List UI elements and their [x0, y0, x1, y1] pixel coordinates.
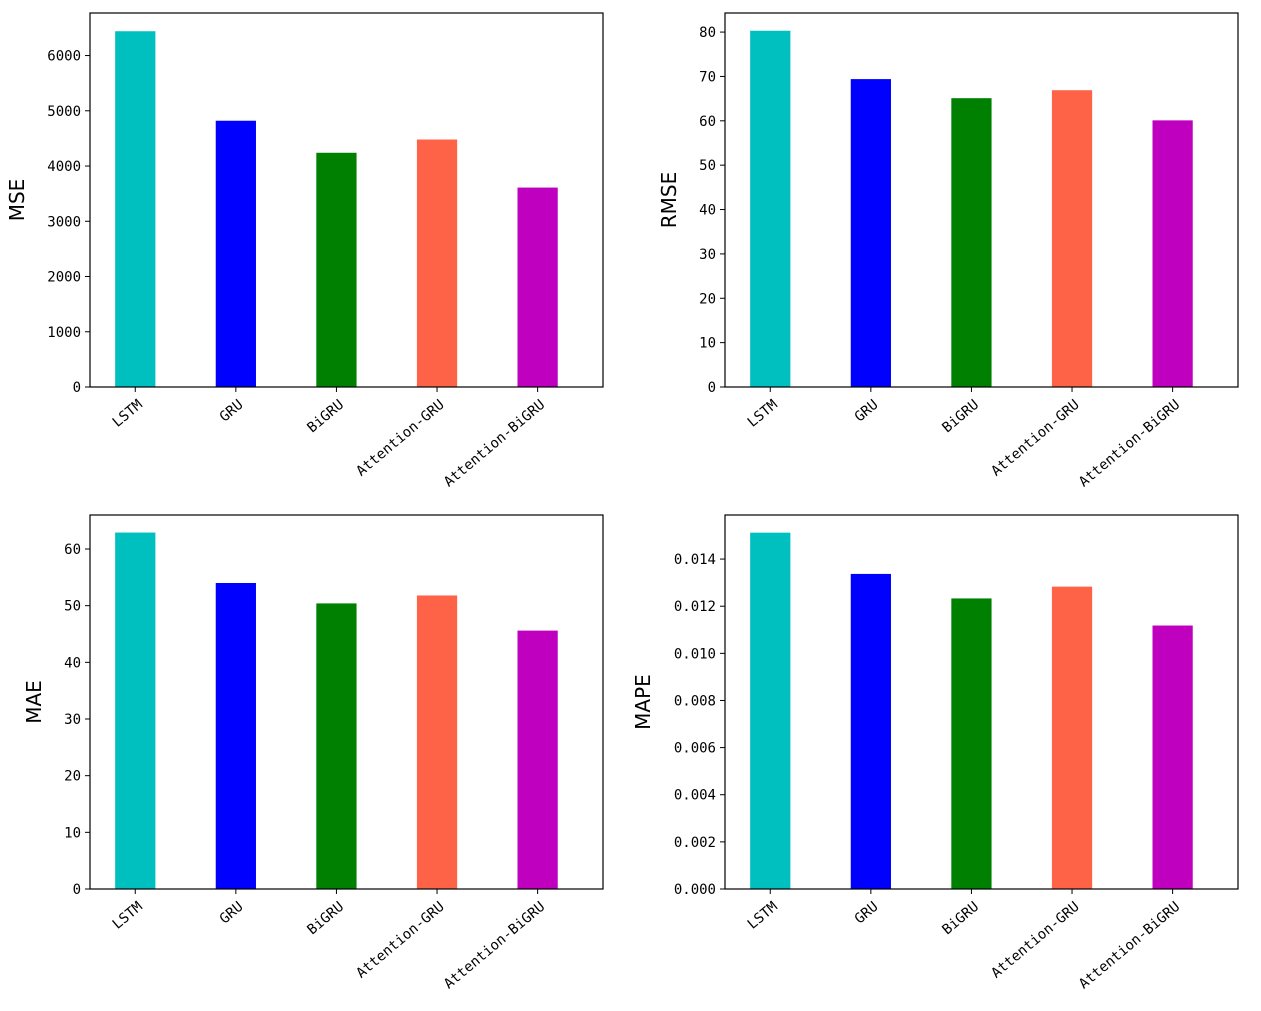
- mape-ytick-label: 0.008: [674, 693, 716, 709]
- mape-ytick-label: 0.002: [674, 835, 716, 851]
- rmse-bar-attention-bigru: [1152, 120, 1193, 388]
- rmse-bar-bigru: [951, 98, 992, 388]
- mse-ytick-label: 1000: [47, 325, 81, 341]
- rmse-ytick-label: 10: [699, 336, 716, 352]
- rmse-ytick-label: 0: [708, 380, 716, 396]
- mae-bar-lstm: [115, 532, 156, 889]
- mse-bar-bigru: [316, 152, 357, 387]
- mape-ytick-label: 0.006: [674, 741, 716, 757]
- mae-ylabel: MAE: [22, 680, 46, 724]
- rmse-ytick-label: 80: [699, 25, 716, 41]
- mape-ytick-label: 0.010: [674, 646, 716, 662]
- mape-ytick-label: 0.012: [674, 599, 716, 615]
- mse-axes-frame: [89, 12, 604, 388]
- rmse-ytick-label: 50: [699, 158, 716, 174]
- mae-ytick-label: 50: [64, 599, 81, 615]
- mae-ytick-label: 0: [73, 882, 81, 898]
- mse-ytick-label: 3000: [47, 214, 81, 230]
- mse-bar-lstm: [115, 31, 156, 387]
- rmse-bar-lstm: [750, 30, 791, 387]
- mae-bar-gru: [215, 583, 256, 889]
- mae-bar-attention-gru: [416, 595, 458, 889]
- mse-ytick-label: 4000: [47, 159, 81, 175]
- mape-bar-attention-gru: [1051, 586, 1093, 889]
- mape-ytick-label: 0.004: [674, 788, 716, 804]
- rmse-ylabel: RMSE: [657, 172, 681, 228]
- mse-ytick-label: 5000: [47, 104, 81, 120]
- mape-bar-bigru: [951, 598, 992, 889]
- mae-ytick-label: 10: [64, 825, 81, 841]
- mae-axes-frame: [89, 514, 604, 890]
- mape-ytick-label: 0.000: [674, 882, 716, 898]
- mape-bar-gru: [850, 573, 891, 889]
- rmse-bar-attention-gru: [1051, 90, 1093, 387]
- mae-ytick-label: 30: [64, 712, 81, 728]
- mae-bar-bigru: [316, 603, 357, 889]
- rmse-ytick-label: 40: [699, 203, 716, 219]
- mae-bar-attention-bigru: [517, 630, 558, 889]
- mape-ytick-label: 0.014: [674, 552, 716, 568]
- mse-bar-attention-bigru: [517, 187, 558, 387]
- mse-bar-attention-gru: [416, 139, 458, 387]
- rmse-bar-gru: [850, 79, 891, 387]
- mse-bar-gru: [215, 120, 256, 387]
- rmse-ytick-label: 60: [699, 114, 716, 130]
- mape-bar-attention-bigru: [1152, 625, 1193, 889]
- mape-bar-lstm: [750, 532, 791, 889]
- mape-ylabel: MAPE: [631, 674, 655, 730]
- rmse-ytick-label: 20: [699, 291, 716, 307]
- rmse-ytick-label: 30: [699, 247, 716, 263]
- mse-ytick-label: 6000: [47, 49, 81, 65]
- mae-ytick-label: 60: [64, 542, 81, 558]
- rmse-axes-frame: [724, 12, 1239, 388]
- mse-ytick-label: 2000: [47, 270, 81, 286]
- mae-ytick-label: 40: [64, 655, 81, 671]
- mse-ylabel: MSE: [5, 179, 29, 222]
- mse-ytick-label: 0: [73, 380, 81, 396]
- mape-axes-frame: [724, 514, 1239, 890]
- rmse-ytick-label: 70: [699, 69, 716, 85]
- mae-ytick-label: 20: [64, 769, 81, 785]
